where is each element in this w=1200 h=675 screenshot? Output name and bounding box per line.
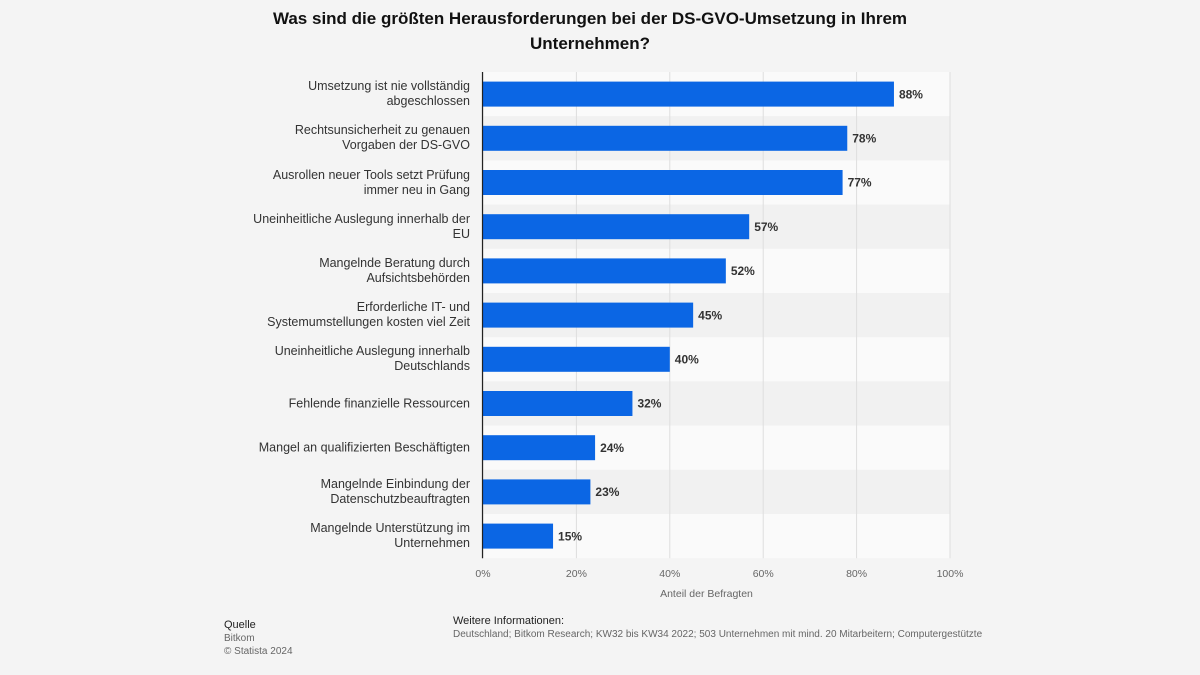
bar (483, 435, 596, 461)
y-tick-label: Mangelnde Unterstützung im Unternehmen (310, 521, 470, 551)
value-label: 23% (595, 485, 619, 499)
y-tick-label: Uneinheitliche Auslegung innerhalb der E… (253, 211, 470, 241)
x-tick-label: 20% (566, 568, 587, 580)
value-label: 52% (731, 264, 755, 278)
value-label: 40% (675, 352, 699, 366)
y-tick-label: Mangelnde Einbindung der Datenschutzbeau… (320, 476, 470, 506)
bar (483, 346, 670, 372)
x-tick-label: 0% (475, 568, 490, 580)
bar (483, 258, 726, 284)
chart-title: Was sind die größten Herausforderungen b… (272, 9, 908, 53)
x-tick-label: 40% (659, 568, 680, 580)
row-band (483, 514, 950, 559)
y-tick-label: Umsetzung ist nie vollständig abgeschlos… (308, 79, 470, 109)
bar (483, 479, 591, 505)
value-label: 78% (852, 131, 876, 145)
y-tick-label: Erforderliche IT- und Systemumstellungen… (267, 300, 470, 330)
x-tick-label: 100% (937, 568, 964, 580)
value-label: 15% (558, 529, 582, 543)
copyright: © Statista 2024 (224, 646, 293, 657)
info-text: Deutschland; Bitkom Research; KW32 bis K… (453, 629, 983, 640)
y-tick-label: Ausrollen neuer Tools setzt Prüfung imme… (272, 167, 470, 197)
bar (483, 81, 894, 107)
value-label: 32% (637, 397, 661, 411)
y-tick-label: Fehlende finanzielle Ressourcen (288, 396, 470, 410)
value-label: 88% (899, 87, 923, 101)
x-tick-label: 60% (753, 568, 774, 580)
x-tick-label: 80% (846, 568, 867, 580)
value-label: 45% (698, 308, 722, 322)
y-tick-label: Rechtsunsicherheit zu genauen Vorgaben d… (294, 123, 470, 153)
value-label: 24% (600, 441, 624, 455)
y-tick-label: Mangel an qualifizierten Beschäftigten (258, 440, 470, 455)
value-label: 77% (848, 176, 872, 190)
bar (483, 170, 843, 195)
bar (483, 125, 848, 151)
bar (483, 214, 750, 240)
bar (483, 302, 694, 328)
y-tick-label: Mangelnde Beratung durch Aufsichtsbehörd… (319, 255, 470, 285)
info-heading: Weitere Informationen: (453, 615, 565, 627)
y-tick-label: Uneinheitliche Auslegung innerhalb Deuts… (274, 344, 470, 374)
value-label: 57% (754, 220, 778, 234)
source-heading: Quelle (224, 619, 256, 631)
source: Bitkom (224, 633, 255, 644)
bar (483, 523, 554, 549)
x-axis-label: Anteil der Befragten (660, 588, 753, 600)
bar (483, 391, 633, 416)
